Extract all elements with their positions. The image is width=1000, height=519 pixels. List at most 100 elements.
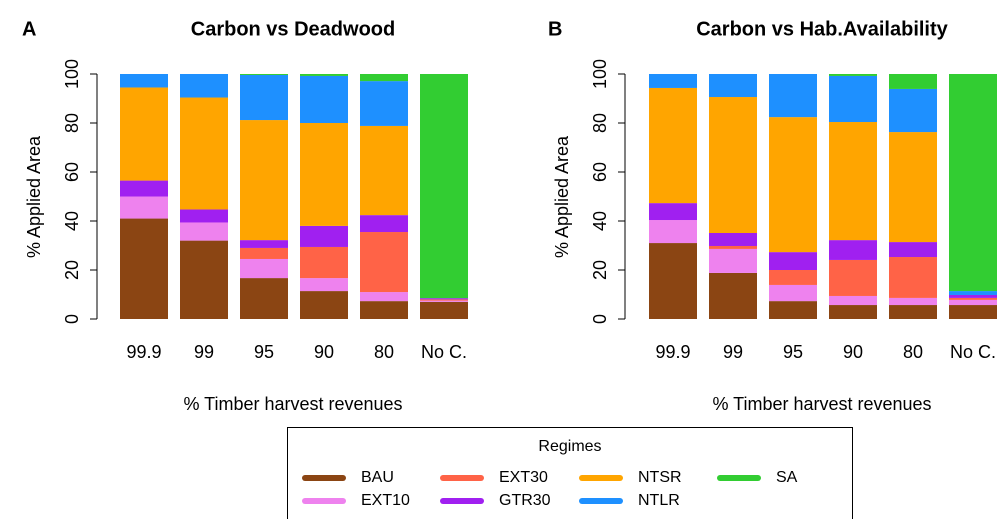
bar-segment — [360, 292, 408, 302]
bar-segment — [420, 301, 468, 319]
x-tick-label: 99 — [194, 342, 214, 362]
bar-segment — [829, 240, 877, 260]
x-tick-label: No C. — [421, 342, 467, 362]
bar-segment — [709, 97, 757, 234]
bar-segment — [769, 117, 817, 253]
bar-segment — [889, 242, 937, 258]
x-axis-label: % Timber harvest revenues — [712, 394, 931, 414]
y-tick-label: 40 — [590, 211, 610, 231]
bar-segment — [300, 291, 348, 319]
bar-segment — [649, 87, 697, 204]
bar-segment — [360, 232, 408, 293]
bar-segment — [649, 243, 697, 319]
bar-segment — [769, 301, 817, 319]
bar-segment — [360, 215, 408, 233]
x-tick-label: 99.9 — [126, 342, 161, 362]
bar-segment — [769, 270, 817, 285]
legend-label: GTR30 — [499, 492, 551, 509]
bar-segment — [709, 233, 757, 246]
legend-label: NTLR — [638, 492, 680, 509]
y-tick-label: 60 — [590, 162, 610, 182]
bar-segment — [709, 248, 757, 273]
y-tick-label: 80 — [590, 113, 610, 133]
x-axis-label: % Timber harvest revenues — [183, 394, 402, 414]
bar-segment — [120, 218, 168, 319]
y-tick-label: 20 — [62, 260, 82, 280]
legend-label: EXT10 — [361, 492, 410, 509]
x-tick-label: 90 — [843, 342, 863, 362]
bar-segment — [769, 74, 817, 118]
bar-segment — [300, 75, 348, 123]
bar-segment — [420, 299, 468, 301]
chart-title: Carbon vs Hab.Availability — [696, 18, 948, 40]
bar-segment — [240, 120, 288, 241]
legend-box — [287, 427, 853, 519]
bar-segment — [300, 74, 348, 76]
bar-segment — [709, 272, 757, 319]
bar-segment — [240, 240, 288, 248]
bar-segment — [420, 300, 468, 302]
bar-segment — [180, 74, 228, 98]
x-tick-label: 80 — [903, 342, 923, 362]
bar-segment — [649, 220, 697, 244]
bar-segment — [889, 88, 937, 133]
bar-segment — [120, 74, 168, 88]
bar-segment — [360, 74, 408, 82]
bar-segment — [300, 278, 348, 292]
bar-segment — [949, 299, 997, 306]
bar-segment — [889, 132, 937, 243]
bar-segment — [240, 74, 288, 121]
legend-label: EXT30 — [499, 469, 548, 486]
y-tick-label: 60 — [62, 162, 82, 182]
bar-segment — [949, 305, 997, 319]
x-tick-label: 90 — [314, 342, 334, 362]
x-tick-label: 80 — [374, 342, 394, 362]
x-tick-label: 95 — [254, 342, 274, 362]
legend-title: Regimes — [538, 438, 601, 455]
bar-segment — [829, 259, 877, 296]
bar-segment — [240, 258, 288, 279]
bar-segment — [300, 123, 348, 226]
bar-segment — [360, 125, 408, 216]
bar-segment — [829, 122, 877, 241]
y-tick-label: 100 — [62, 59, 82, 89]
bar-segment — [240, 247, 288, 259]
bar-segment — [709, 74, 757, 98]
y-tick-label: 0 — [590, 314, 610, 324]
y-tick-label: 100 — [590, 59, 610, 89]
bar-segment — [949, 74, 997, 292]
y-axis-label: % Applied Area — [552, 135, 572, 258]
bar-segment — [240, 74, 288, 75]
bar-segment — [889, 257, 937, 298]
bar-segment — [180, 222, 228, 241]
y-tick-label: 0 — [62, 314, 82, 324]
panel-label: A — [22, 18, 36, 40]
bar-segment — [120, 87, 168, 181]
bar-segment — [829, 295, 877, 306]
chart-title: Carbon vs Deadwood — [191, 18, 395, 40]
bar-segment — [300, 225, 348, 247]
bar-segment — [769, 252, 817, 270]
bar-segment — [829, 74, 877, 76]
legend-label: SA — [776, 469, 798, 486]
bar-segment — [889, 74, 937, 89]
legend-label: NTSR — [638, 469, 682, 486]
x-tick-label: 99.9 — [655, 342, 690, 362]
x-tick-label: 95 — [783, 342, 803, 362]
x-tick-label: 99 — [723, 342, 743, 362]
bar-segment — [180, 97, 228, 210]
y-tick-label: 40 — [62, 211, 82, 231]
y-tick-label: 20 — [590, 260, 610, 280]
y-tick-label: 80 — [62, 113, 82, 133]
bar-segment — [889, 305, 937, 319]
bar-segment — [709, 245, 757, 249]
bar-segment — [420, 74, 468, 299]
bar-segment — [949, 297, 997, 300]
bar-segment — [649, 203, 697, 221]
bar-segment — [180, 209, 228, 223]
bar-segment — [180, 240, 228, 319]
bar-segment — [949, 291, 997, 295]
bar-segment — [889, 297, 937, 306]
x-tick-label: No C. — [950, 342, 996, 362]
